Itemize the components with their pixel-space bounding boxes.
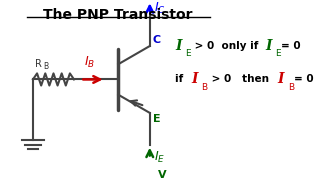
- Text: I: I: [175, 39, 181, 53]
- Text: $I_C$: $I_C$: [154, 1, 165, 16]
- Text: $I_E$: $I_E$: [154, 150, 165, 165]
- Text: V: V: [158, 170, 166, 180]
- Text: R: R: [35, 59, 41, 69]
- Text: E: E: [185, 49, 191, 58]
- Text: > 0  only if: > 0 only if: [191, 41, 266, 51]
- Text: E: E: [275, 49, 281, 58]
- Text: I: I: [191, 73, 198, 86]
- Text: B: B: [43, 62, 48, 71]
- Text: B: B: [202, 83, 208, 92]
- Text: I: I: [278, 73, 284, 86]
- Text: B: B: [288, 83, 294, 92]
- Text: I: I: [265, 39, 271, 53]
- Text: if: if: [175, 75, 187, 84]
- Text: E: E: [153, 114, 161, 124]
- Text: = 0: = 0: [281, 41, 301, 51]
- Text: C: C: [153, 35, 161, 45]
- Text: The PNP Transistor: The PNP Transistor: [44, 8, 193, 22]
- Text: > 0   then: > 0 then: [208, 75, 276, 84]
- Text: = 0: = 0: [294, 75, 314, 84]
- Text: $I_B$: $I_B$: [84, 55, 95, 70]
